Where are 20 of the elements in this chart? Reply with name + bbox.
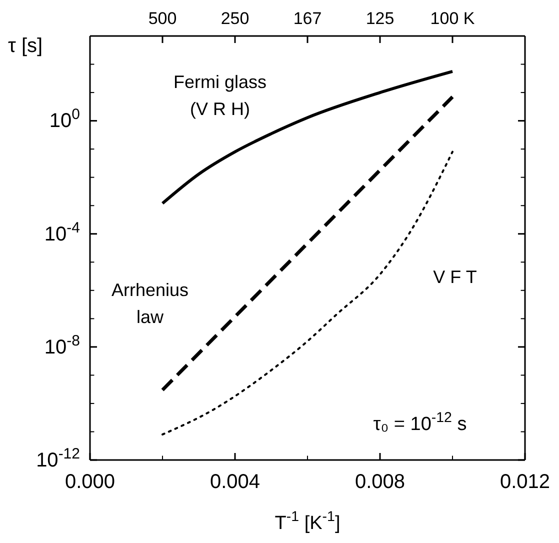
text: 125 [366,9,394,28]
y-tick-label: 10$^{-8}$ [44,332,80,358]
series-label: Arrhenius law [111,280,189,327]
x-tick-label: 0.008 [354,471,406,494]
text: V F T [433,267,477,287]
text: 100 K [430,9,476,28]
text: 167 [293,9,322,28]
x-tick-label: 0.004 [210,471,260,494]
x-tick-label: 0.000 [64,471,116,494]
text: 250 [220,9,250,28]
y-tick-label: 10$^{-4}$ [44,218,80,246]
y-tick-label: 10$^{0}$ [49,106,80,132]
series-label: Fermi glass (V R H) [173,72,267,119]
line-series [161,70,454,205]
text: 500 [148,9,177,28]
x-axis-title: T$^{-1}$ [K$^{-1}$] [274,509,340,534]
y-tick-label: 10$^{-12}$ [36,444,80,472]
annotation: τ₀ = 10$^{-12}$ s [373,410,467,435]
x-tick-label: 0.012 [500,471,550,494]
y-axis-title: τ [s] [8,35,43,57]
